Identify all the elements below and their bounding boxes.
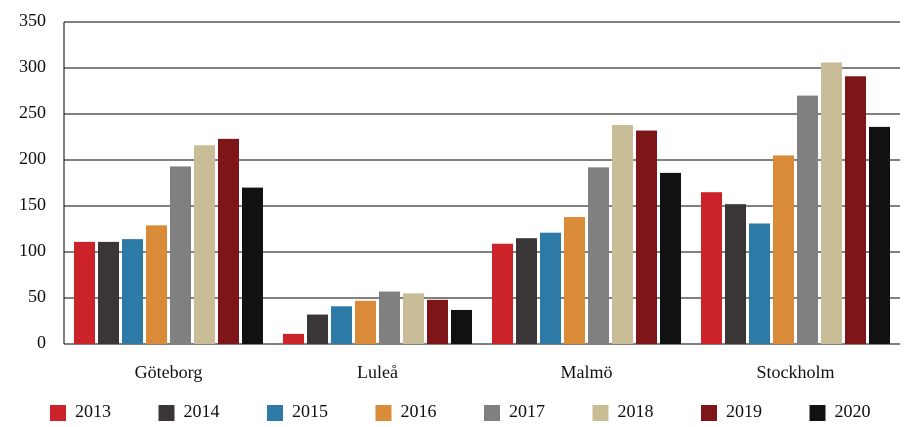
bar xyxy=(588,167,609,344)
bar xyxy=(660,172,681,344)
legend-swatch xyxy=(809,405,826,421)
bar xyxy=(821,62,842,344)
bar xyxy=(98,241,119,344)
bar xyxy=(636,130,657,344)
legend-swatch xyxy=(267,405,283,421)
x-tick-label: Luleå xyxy=(357,362,398,382)
bar xyxy=(122,239,143,344)
bar xyxy=(516,238,537,344)
bar xyxy=(194,145,215,344)
legend-label: 2016 xyxy=(401,401,437,421)
bar xyxy=(170,166,191,344)
x-tick-label: Göteborg xyxy=(135,362,203,382)
legend-swatch xyxy=(592,405,609,421)
y-tick-label: 100 xyxy=(19,240,46,260)
legend-label: 2018 xyxy=(618,401,654,421)
bar xyxy=(146,225,167,344)
bar xyxy=(355,300,376,344)
legend-swatch xyxy=(701,405,717,421)
bar xyxy=(307,314,328,344)
bar xyxy=(451,309,472,344)
legend-label: 2017 xyxy=(509,401,545,421)
x-tick-label: Stockholm xyxy=(756,362,834,382)
y-tick-label: 150 xyxy=(19,194,46,214)
legend-label: 2015 xyxy=(292,401,328,421)
bar xyxy=(331,306,352,344)
x-tick-label: Malmö xyxy=(561,362,613,382)
y-tick-label: 200 xyxy=(19,148,46,168)
bar xyxy=(379,291,400,344)
bar xyxy=(74,241,95,344)
y-tick-label: 0 xyxy=(37,332,46,352)
bar xyxy=(242,187,263,344)
legend-swatch xyxy=(158,405,175,421)
bar xyxy=(564,217,585,344)
bar xyxy=(612,125,633,344)
bar xyxy=(869,126,890,344)
legend-label: 2014 xyxy=(184,401,220,421)
bar xyxy=(540,232,561,344)
legend-label: 2013 xyxy=(75,401,111,421)
bar xyxy=(492,243,513,344)
bar xyxy=(403,293,424,344)
bar xyxy=(845,76,866,344)
bar xyxy=(725,204,746,344)
legend-label: 2019 xyxy=(726,401,762,421)
legend-label: 2020 xyxy=(835,401,871,421)
bar xyxy=(797,95,818,344)
legend-swatch xyxy=(375,405,392,421)
y-tick-label: 350 xyxy=(19,10,46,30)
bar xyxy=(218,138,239,344)
y-tick-label: 250 xyxy=(19,102,46,122)
legend-swatch xyxy=(50,405,66,421)
bar xyxy=(427,299,448,344)
legend-swatch xyxy=(484,405,500,421)
y-tick-label: 300 xyxy=(19,56,46,76)
bar xyxy=(283,333,304,344)
bar xyxy=(701,192,722,344)
bar xyxy=(773,155,794,344)
bar xyxy=(749,223,770,344)
y-tick-label: 50 xyxy=(28,286,46,306)
